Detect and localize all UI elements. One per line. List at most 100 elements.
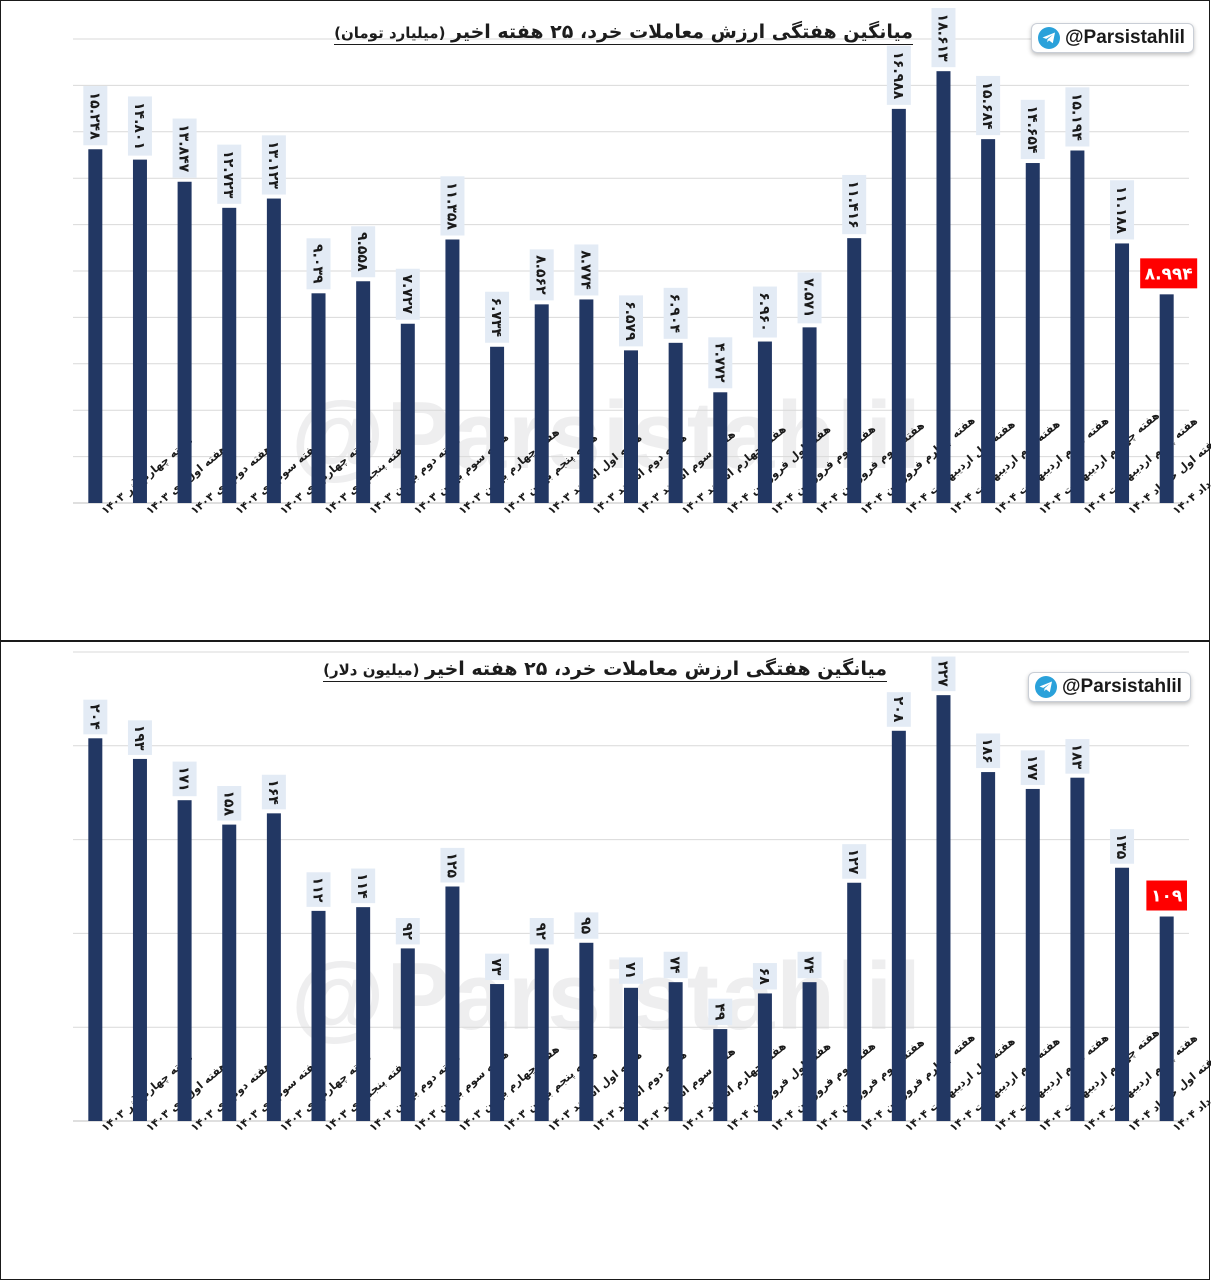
data-label: ۱۴.۸۰۱ [127, 96, 152, 156]
data-label: ۱۶۴ [261, 774, 286, 810]
bar [981, 139, 996, 503]
telegram-handle: @Parsistahlil [1062, 676, 1182, 697]
svg-text:۹.۰۳۹: ۹.۰۳۹ [310, 244, 326, 284]
bar [132, 758, 147, 1121]
bar [802, 982, 817, 1121]
data-label: ۶.۹۰۴ [663, 287, 688, 339]
bar [891, 108, 906, 503]
bar [713, 1029, 728, 1121]
data-label: ۶.۷۳۴ [485, 291, 510, 343]
bar [445, 886, 460, 1121]
data-label: ۱۷۷ [1020, 750, 1045, 785]
chart-panel-toman: @Parsistahlil ۱۵.۲۴۸ هفته چهارم آذر ۱۴۰۳ ۱… [0, 0, 1211, 641]
svg-text:۱۲.۷۲۳: ۱۲.۷۲۳ [220, 150, 236, 198]
data-label: ۱۸۶ [976, 733, 1001, 769]
bar [490, 984, 505, 1121]
svg-text:۲۲۷: ۲۲۷ [934, 661, 950, 687]
svg-text:۹۲: ۹۲ [533, 923, 549, 941]
svg-text:۴.۷۷۲: ۴.۷۷۲ [711, 343, 727, 383]
svg-text:۱۴.۸۰۱: ۱۴.۸۰۱ [131, 102, 147, 150]
svg-text:۴۹: ۴۹ [711, 1003, 727, 1021]
svg-text:۶۸: ۶۸ [756, 968, 772, 986]
svg-text:۷۳: ۷۳ [488, 958, 504, 976]
data-label: ۹.۰۳۹ [306, 238, 331, 290]
svg-text:۱۵.۱۹۴: ۱۵.۱۹۴ [1068, 93, 1084, 141]
svg-text:۱۸.۶۱۳: ۱۸.۶۱۳ [934, 14, 950, 62]
bar [1159, 294, 1174, 503]
telegram-badge[interactable]: @Parsistahlil [1028, 672, 1191, 702]
data-label: ۷۴ [663, 951, 688, 979]
svg-text:۱۳.۸۴۷: ۱۳.۸۴۷ [176, 124, 192, 172]
svg-text:۷۴: ۷۴ [801, 956, 817, 974]
bar [668, 982, 683, 1121]
bar [356, 907, 371, 1121]
bar [847, 882, 862, 1121]
bar [534, 948, 549, 1121]
bar [579, 299, 594, 503]
svg-text:۱۸۳: ۱۸۳ [1068, 744, 1084, 770]
svg-text:۷.۵۷۱: ۷.۵۷۱ [801, 278, 817, 318]
svg-text:۱۵۸: ۱۵۸ [220, 790, 236, 816]
data-label: ۱۱.۴۱۶ [842, 174, 867, 235]
svg-text:۸.۹۹۴: ۸.۹۹۴ [1145, 264, 1193, 284]
bar [981, 772, 996, 1121]
data-label: ۱۱.۳۵۸ [440, 176, 465, 236]
data-label: ۹.۵۵۸ [351, 226, 376, 278]
svg-text:۸.۷۷۴: ۸.۷۷۴ [577, 250, 593, 290]
data-label: ۱۰۹ [1146, 880, 1187, 911]
data-label: ۱۳.۱۲۳ [261, 135, 286, 195]
bar [445, 239, 460, 504]
telegram-badge[interactable]: @Parsistahlil [1031, 23, 1194, 53]
bar [1025, 163, 1040, 503]
bar [1115, 243, 1130, 503]
svg-text:۱۰۹: ۱۰۹ [1151, 887, 1183, 907]
chart-title-text: میانگین هفتگی ارزش معاملات خرد، ۲۵ هفته … [451, 21, 913, 43]
data-label: ۹۲ [529, 918, 554, 945]
data-label: ۸.۹۹۴ [1140, 258, 1198, 289]
svg-text:۷.۷۲۷: ۷.۷۲۷ [399, 274, 415, 314]
bar [222, 207, 237, 503]
data-label: ۱۱۲ [306, 872, 331, 907]
data-label: ۱۱.۱۸۸ [1110, 180, 1135, 240]
data-label: ۱۶.۹۸۸ [886, 45, 911, 105]
svg-text:۲۰۴: ۲۰۴ [86, 704, 102, 730]
data-label: ۶.۵۷۹ [619, 295, 643, 347]
data-label: ۱۲.۷۲۳ [217, 144, 242, 204]
bar [266, 198, 281, 504]
data-label: ۴۹ [708, 998, 733, 1026]
data-label: ۲۲۷ [931, 656, 956, 692]
svg-text:۱۷۱: ۱۷۱ [176, 766, 192, 792]
bar [400, 323, 415, 503]
svg-text:۱۵.۶۸۴: ۱۵.۶۸۴ [979, 82, 995, 130]
svg-text:۱۷۷: ۱۷۷ [1024, 755, 1040, 781]
bar [757, 341, 772, 503]
data-label: ۶۸ [752, 963, 777, 990]
data-label: ۱۵.۲۴۸ [83, 86, 108, 146]
data-label: ۱۲۵ [440, 847, 465, 883]
bar [936, 71, 951, 503]
bar [1115, 867, 1130, 1121]
svg-text:۲۰۸: ۲۰۸ [890, 697, 906, 723]
bar [1070, 777, 1085, 1121]
svg-text:۱۶۴: ۱۶۴ [265, 779, 281, 805]
data-label: ۲۰۸ [886, 692, 911, 727]
bar [624, 350, 638, 503]
svg-text:۶.۷۳۴: ۶.۷۳۴ [488, 298, 504, 338]
chart-title-text: میانگین هفتگی ارزش معاملات خرد، ۲۵ هفته … [425, 658, 887, 680]
svg-text:۹.۵۵۸: ۹.۵۵۸ [354, 232, 370, 272]
bar [222, 824, 237, 1121]
bar [311, 910, 326, 1121]
data-label: ۱۹۳ [127, 720, 152, 755]
svg-text:۱۱۲: ۱۱۲ [310, 877, 326, 903]
bar [668, 342, 683, 503]
svg-text:۱۱.۳۵۸: ۱۱.۳۵۸ [443, 182, 459, 230]
data-label: ۹۲ [395, 918, 420, 945]
data-label: ۱۴.۶۵۴ [1020, 99, 1045, 160]
bar [266, 813, 281, 1121]
svg-text:۸.۵۶۲: ۸.۵۶۲ [533, 255, 549, 295]
bar [1070, 150, 1085, 503]
svg-text:۱۲۵: ۱۲۵ [443, 852, 459, 878]
data-label: ۸.۷۷۴ [574, 244, 599, 296]
